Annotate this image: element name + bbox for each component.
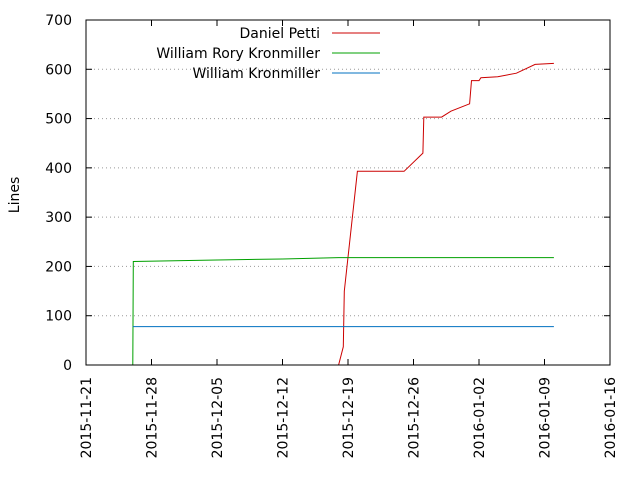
series-line-1 xyxy=(132,257,554,366)
plot-frame xyxy=(85,19,611,366)
x-tick-label: 2015-11-28 xyxy=(145,377,161,458)
x-tick-label: 2016-01-16 xyxy=(603,377,619,458)
axis-ticks: 0 100 200 300 400 500 600 700 2015-11-21 2015-11-… xyxy=(45,13,619,458)
x-tick-label: 2015-12-19 xyxy=(341,377,357,458)
legend-label: William Kronmiller xyxy=(192,66,320,82)
series-lines xyxy=(132,62,554,366)
legend-label: William Rory Kronmiller xyxy=(156,46,320,62)
y-tick-label: 600 xyxy=(45,62,72,78)
legend: Daniel Petti William Rory Kronmiller Willi… xyxy=(156,26,380,82)
x-tick-label: 2015-12-12 xyxy=(276,377,292,458)
y-tick-label: 700 xyxy=(45,13,72,29)
grid-lines xyxy=(86,68,610,317)
x-tick-label: 2016-01-09 xyxy=(538,377,554,458)
y-tick-label: 100 xyxy=(45,309,72,325)
y-tick-label: 300 xyxy=(45,210,72,226)
y-axis-label: Lines xyxy=(7,177,23,213)
series-line-0 xyxy=(338,62,554,366)
legend-label: Daniel Petti xyxy=(240,26,321,42)
x-tick-label: 2015-12-26 xyxy=(407,377,423,458)
y-tick-label: 500 xyxy=(45,112,72,128)
y-tick-label: 0 xyxy=(63,358,72,374)
x-tick-label: 2016-01-02 xyxy=(472,377,488,458)
x-tick-label: 2015-11-21 xyxy=(79,377,95,458)
x-tick-label: 2015-12-05 xyxy=(210,377,226,458)
y-tick-label: 200 xyxy=(45,259,72,275)
y-tick-label: 400 xyxy=(45,161,72,177)
